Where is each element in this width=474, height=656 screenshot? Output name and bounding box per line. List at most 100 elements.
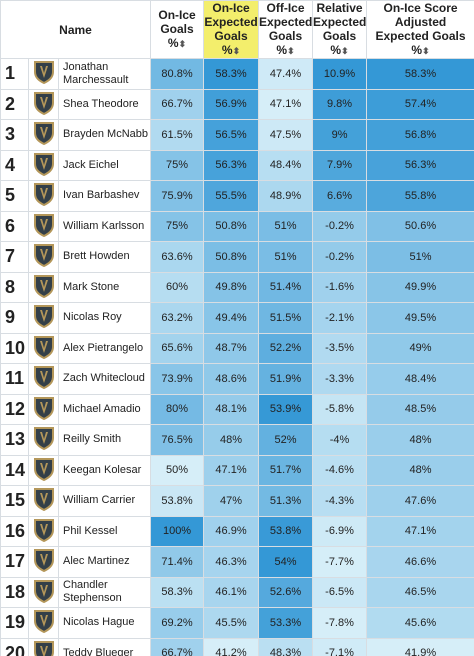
stat-cell: -3.5% (312, 332, 368, 364)
cell-text: 10.9% (323, 67, 356, 80)
table-row: 4 Jack Eichel 75% 56.3% 48.4% 7.9% 56.3% (0, 149, 474, 181)
logo-cell (28, 210, 59, 242)
stat-cell: 54% (258, 546, 314, 578)
stat-cell: -1.6% (312, 271, 368, 303)
stat-cell: 6.6% (312, 180, 368, 212)
cell-text: 47.1% (404, 525, 437, 538)
cell-text: Alex Pietrangelo (63, 341, 144, 354)
logo-cell (28, 637, 59, 656)
team-logo (33, 335, 54, 359)
stat-cell: 9% (312, 119, 368, 151)
stat-cell: -4.6% (312, 454, 368, 486)
column-header[interactable]: On-Ice Expected Goals %⬍ (203, 0, 260, 59)
cell-text: 53.8% (269, 525, 302, 538)
cell-text: Relative Expected Goals % (313, 1, 367, 58)
stat-cell: 49.5% (366, 302, 474, 334)
column-header[interactable]: Off-Ice Expected Goals %⬍ (258, 0, 314, 59)
team-logo (33, 579, 54, 603)
table-row: 20 Teddy Blueger 66.7% 41.2% 48.3% -7.1% 41.9% (0, 637, 474, 656)
cell-text: 12 (5, 398, 26, 419)
cell-text: 49% (409, 342, 432, 355)
cell-text: 5 (5, 185, 16, 206)
table-row: 7 Brett Howden 63.6% 50.8% 51% -0.2% 51% (0, 241, 474, 273)
cell-text: -5.8% (325, 403, 354, 416)
stat-cell: 46.6% (366, 546, 474, 578)
stat-cell: 75% (150, 149, 205, 181)
stat-cell: 46.1% (203, 576, 260, 608)
player-name: William Carrier (57, 485, 152, 517)
cell-text: 69.2% (161, 616, 193, 629)
player-name: William Karlsson (57, 210, 152, 242)
stat-cell: 56.3% (366, 149, 474, 181)
cell-text: 80% (166, 403, 189, 416)
stat-cell: -0.2% (312, 241, 368, 273)
logo-cell (28, 424, 59, 456)
stat-cell: 50.8% (203, 210, 260, 242)
stat-cell: -7.7% (312, 546, 368, 578)
cell-text: 48.6% (215, 372, 247, 385)
team-logo (33, 183, 54, 207)
cell-text: 60% (166, 281, 189, 294)
logo-cell (28, 607, 59, 639)
cell-text: 16 (5, 520, 26, 541)
cell-text: 7.9% (326, 159, 353, 172)
column-header[interactable]: Relative Expected Goals %⬍ (312, 0, 368, 59)
cell-text: 9.8% (326, 98, 353, 111)
stat-cell: -4% (312, 424, 368, 456)
cell-text: 45.5% (215, 616, 247, 629)
team-logo (33, 213, 54, 237)
logo-cell (28, 485, 59, 517)
sort-icon: ⬍ (422, 46, 430, 56)
cell-text: On-Ice Score Adjusted Expected Goals % (375, 1, 466, 58)
stat-cell: 52.6% (258, 576, 314, 608)
cell-text: 15 (5, 490, 26, 511)
cell-text: -7.1% (325, 647, 354, 656)
cell-text: 53.8% (161, 494, 193, 507)
team-logo (33, 305, 54, 329)
cell-text: 2 (5, 93, 16, 114)
rank: 12 (0, 393, 29, 425)
cell-text: 73.9% (161, 372, 193, 385)
cell-text: 49.4% (215, 311, 247, 324)
table-row: 6 William Karlsson 75% 50.8% 51% -0.2% 50.6% (0, 210, 474, 242)
stat-cell: 69.2% (150, 607, 205, 639)
stat-cell: 9.8% (312, 88, 368, 120)
column-header[interactable]: Name (0, 0, 152, 59)
cell-text: 51.7% (269, 464, 302, 477)
cell-text: 47.1% (269, 98, 302, 111)
team-logo (33, 61, 54, 85)
stat-cell: 48% (203, 424, 260, 456)
stat-cell: 47% (203, 485, 260, 517)
stat-cell: 75.9% (150, 180, 205, 212)
cell-text: 10 (5, 337, 26, 358)
rank: 15 (0, 485, 29, 517)
team-logo (33, 488, 54, 512)
stat-cell: 48.9% (258, 180, 314, 212)
cell-text: 1 (5, 63, 16, 84)
cell-text: 13 (5, 429, 26, 450)
rank: 1 (0, 58, 29, 90)
cell-text: 52% (274, 433, 297, 446)
stat-cell: 61.5% (150, 119, 205, 151)
player-name: Chandler Stephenson (57, 576, 152, 608)
cell-text: 51% (274, 220, 297, 233)
logo-cell (28, 515, 59, 547)
player-name: Phil Kessel (57, 515, 152, 547)
team-logo (33, 366, 54, 390)
cell-text: 7 (5, 246, 16, 267)
team-logo (33, 640, 54, 656)
cell-text: -3.3% (325, 372, 354, 385)
rank: 18 (0, 576, 29, 608)
column-header[interactable]: On-Ice Goals %⬍ (150, 0, 205, 59)
cell-text: -1.6% (325, 281, 354, 294)
column-header[interactable]: On-Ice Score Adjusted Expected Goals %⬍ (366, 0, 474, 59)
cell-text: 11 (5, 368, 25, 389)
cell-text: 50.8% (215, 250, 247, 263)
cell-text: 49.5% (404, 311, 437, 324)
stat-cell: 53.8% (258, 515, 314, 547)
stat-cell: 47.1% (258, 88, 314, 120)
stat-cell: 100% (150, 515, 205, 547)
sort-icon: ⬍ (232, 46, 241, 56)
table-row: 5 Ivan Barbashev 75.9% 55.5% 48.9% 6.6% 55.8% (0, 180, 474, 212)
